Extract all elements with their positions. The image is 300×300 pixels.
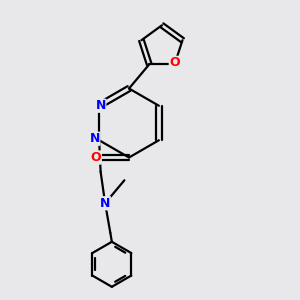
Text: N: N <box>95 99 106 112</box>
Text: O: O <box>169 56 180 69</box>
Text: N: N <box>89 132 100 145</box>
Text: N: N <box>100 197 110 210</box>
Text: O: O <box>91 151 101 164</box>
